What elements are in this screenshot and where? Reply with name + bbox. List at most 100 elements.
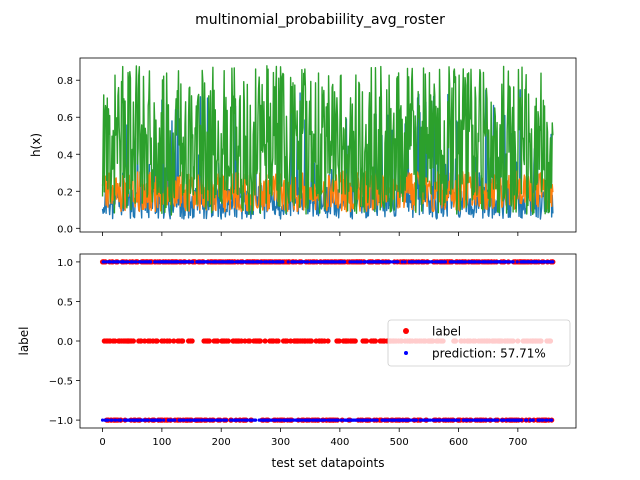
- prediction-point: [384, 418, 388, 422]
- bottom-y-axis-label: label: [17, 326, 31, 355]
- prediction-point: [245, 418, 249, 422]
- prediction-point: [189, 418, 193, 422]
- prediction-point: [480, 418, 484, 422]
- bottom-x-axis-label: test set datapoints: [272, 456, 385, 470]
- bottom-x-tick-label: 400: [330, 437, 349, 448]
- label-point: [171, 338, 177, 344]
- prediction-point: [240, 418, 244, 422]
- prediction-point: [535, 260, 540, 264]
- prediction-point: [541, 418, 545, 422]
- label-point: [363, 338, 370, 344]
- label-point: [308, 338, 314, 344]
- prediction-point: [162, 418, 166, 422]
- top-y-tick-label: 0.2: [57, 187, 73, 198]
- prediction-point: [478, 260, 483, 264]
- prediction-point: [254, 418, 258, 422]
- prediction-point: [381, 260, 385, 264]
- prediction-point: [231, 260, 235, 264]
- prediction-point: [149, 260, 153, 264]
- prediction-point: [439, 418, 443, 422]
- bottom-series-group: [99, 259, 556, 423]
- series-green-line: [101, 65, 554, 216]
- label-point: [154, 338, 160, 344]
- prediction-point: [468, 418, 472, 422]
- prediction-point: [551, 260, 555, 264]
- bottom-x-tick-label: 200: [212, 437, 231, 448]
- prediction-point: [525, 418, 529, 422]
- label-point: [189, 338, 195, 344]
- prediction-point: [550, 418, 554, 422]
- top-axes-frame: [79, 57, 577, 233]
- prediction-point: [182, 418, 187, 422]
- prediction-point: [286, 260, 290, 264]
- prediction-point: [343, 260, 347, 264]
- prediction-point: [211, 418, 216, 422]
- prediction-point: [359, 260, 363, 264]
- prediction-point: [375, 418, 379, 422]
- prediction-point: [306, 260, 310, 264]
- top-x-ticks: [102, 232, 519, 236]
- bottom-x-tick-label: 100: [152, 437, 171, 448]
- label-point: [372, 338, 379, 344]
- prediction-point: [464, 260, 468, 264]
- prediction-point: [393, 418, 397, 422]
- label-point: [130, 338, 136, 344]
- top-y-tick-label: 0.8: [57, 76, 73, 87]
- bottom-y-tick-label: 0.5: [57, 297, 73, 308]
- prediction-point: [350, 260, 354, 264]
- prediction-point: [490, 260, 494, 264]
- prediction-point: [411, 260, 415, 264]
- prediction-point: [396, 260, 400, 264]
- label-point: [325, 338, 331, 344]
- bottom-x-tick-label: 300: [271, 437, 290, 448]
- prediction-point: [206, 260, 210, 264]
- label-point: [247, 338, 253, 344]
- prediction-point: [274, 418, 278, 422]
- prediction-point: [268, 260, 272, 264]
- prediction-point: [281, 260, 285, 264]
- prediction-point: [499, 260, 503, 264]
- prediction-point: [191, 260, 195, 264]
- prediction-point: [208, 260, 213, 264]
- top-y-axis-label: h(x): [29, 133, 43, 157]
- bottom-x-tick-label: 700: [508, 437, 527, 448]
- prediction-point: [429, 418, 433, 422]
- prediction-point: [403, 260, 407, 264]
- label-point: [336, 338, 342, 344]
- prediction-point: [271, 260, 276, 264]
- prediction-point: [453, 260, 457, 264]
- legend-frame: [387, 319, 571, 367]
- prediction-point: [106, 418, 110, 422]
- prediction-point: [114, 418, 118, 422]
- prediction-point: [293, 260, 297, 264]
- prediction-point: [430, 260, 435, 264]
- prediction-point: [308, 418, 312, 422]
- prediction-point: [352, 260, 356, 264]
- prediction-point: [418, 418, 423, 422]
- prediction-point: [219, 418, 223, 422]
- prediction-point: [474, 260, 478, 264]
- prediction-point: [110, 418, 114, 422]
- prediction-point: [200, 418, 204, 422]
- label-point: [242, 338, 248, 344]
- prediction-point: [154, 260, 158, 264]
- prediction-point: [414, 418, 418, 422]
- top-y-tick-label: 0.4: [57, 150, 73, 161]
- prediction-point: [176, 260, 181, 264]
- legend-marker-prediction: [404, 351, 408, 355]
- bottom-y-tick-label: −1.0: [49, 416, 73, 427]
- prediction-point: [238, 418, 242, 422]
- prediction-point: [519, 418, 524, 422]
- label-point: [284, 338, 290, 344]
- prediction-point: [122, 260, 126, 264]
- prediction-point: [197, 418, 201, 422]
- label-point: [288, 338, 294, 344]
- prediction-point: [300, 418, 305, 422]
- figure-title: multinomial_probabiility_avg_roster: [195, 12, 445, 28]
- prediction-point: [131, 260, 135, 264]
- label-point: [112, 338, 118, 344]
- label-point: [352, 338, 358, 344]
- prediction-point: [252, 260, 256, 264]
- prediction-point: [265, 260, 269, 264]
